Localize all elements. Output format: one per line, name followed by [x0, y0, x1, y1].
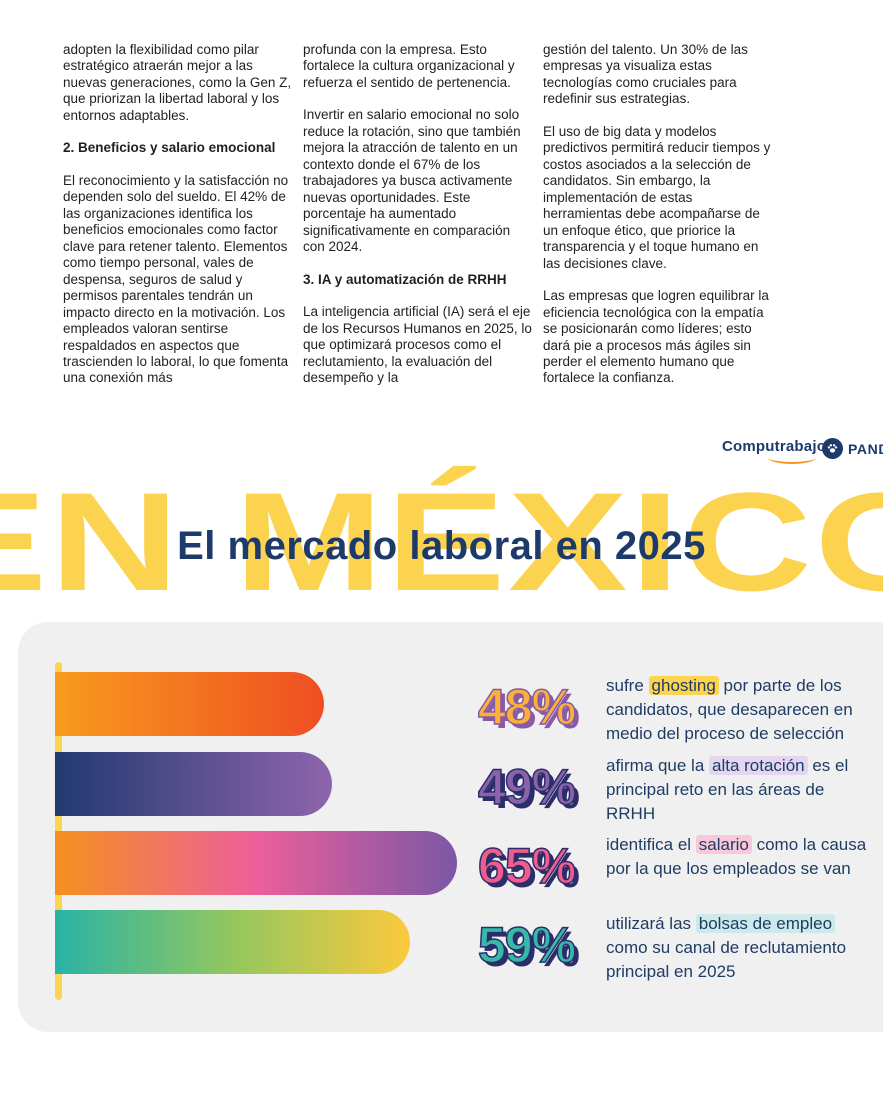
stat-description-text: como la causa por la que los empleados s…	[606, 835, 867, 878]
computrabajo-logo: Computrabajo	[722, 438, 826, 464]
stat-bar-ghosting	[55, 672, 324, 736]
paragraph: gestión del talento. Un 30% de las empre…	[543, 42, 748, 107]
article-column-1: adopten la flexibilidad como pilar estra…	[63, 42, 294, 403]
page-title: El mercado laboral en 2025	[177, 524, 706, 568]
article-text: adopten la flexibilidad como pilar estra…	[63, 42, 774, 403]
stat-description-text: afirma que la	[606, 756, 709, 775]
highlight-bolsas-de-empleo: bolsas de empleo	[695, 914, 836, 933]
stat-description-text: es el principal reto en las áreas de RRH…	[606, 756, 849, 823]
section-heading-ai: 3. IA y automatización de RRHH	[303, 271, 507, 287]
article-column-3: gestión del talento. Un 30% de las empre…	[543, 42, 774, 403]
stat-description: afirma que la alta rotación es el princi…	[606, 754, 868, 825]
paw-icon	[822, 438, 843, 459]
stat-bar-alta-rotacion	[55, 752, 332, 816]
stat-description-text: como su canal de reclutamiento principal…	[606, 937, 847, 981]
stat-bar-bolsas-de-empleo	[55, 910, 410, 974]
stat-description-text: por parte de los candidatos, que desapar…	[606, 676, 853, 743]
paragraph: Invertir en salario emocional no solo re…	[303, 107, 521, 255]
stat-description: sufre ghosting por parte de los candidat…	[606, 674, 868, 745]
paragraph: adopten la flexibilidad como pilar estra…	[63, 42, 292, 123]
stat-value: 65%	[477, 838, 577, 894]
stat-description-text: utilizará las	[606, 914, 696, 933]
paragraph: El reconocimiento y la satisfacción no d…	[63, 172, 289, 386]
pandape-logo-text: PANDAPÉ	[848, 440, 883, 457]
stat-value: 48%	[477, 679, 577, 735]
paragraph: profunda con la empresa. Esto fortalece …	[303, 42, 515, 90]
highlight-ghosting: ghosting	[648, 676, 719, 695]
stat-value: 49%	[477, 759, 577, 815]
stat-description-text: identifica el	[606, 835, 696, 854]
paragraph: La inteligencia artificial (IA) será el …	[303, 304, 532, 385]
stat-description-text: sufre	[606, 676, 649, 695]
stats-chart-panel: 48% sufre ghosting por parte de los candi…	[18, 622, 883, 1032]
pandape-logo: PANDAPÉ	[822, 438, 883, 459]
stat-bar-salario	[55, 831, 457, 895]
stat-description: utilizará las bolsas de empleo como su c…	[606, 912, 868, 983]
stat-value: 59%	[477, 917, 577, 973]
stat-description: identifica el salario como la causa por …	[606, 833, 868, 881]
banner-background-text: EN MÉXICO	[0, 463, 883, 620]
paragraph: El uso de big data y modelos predictivos…	[543, 123, 771, 271]
section-heading-benefits: 2. Beneficios y salario emocional	[63, 140, 276, 156]
computrabajo-swoosh	[768, 451, 816, 464]
highlight-alta-rotación: alta rotación	[709, 756, 808, 775]
highlight-salario: salario	[695, 835, 752, 854]
article-column-2: profunda con la empresa. Esto fortalece …	[303, 42, 534, 403]
paragraph: Las empresas que logren equilibrar la ef…	[543, 288, 769, 386]
